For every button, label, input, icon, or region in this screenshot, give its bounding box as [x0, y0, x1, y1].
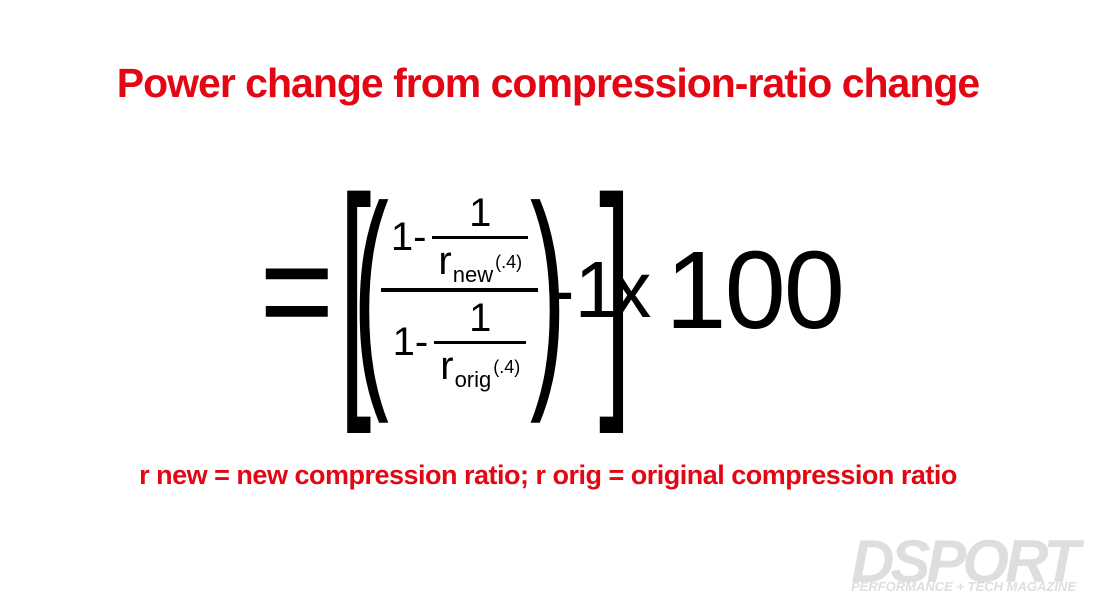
r-exponent: (.4): [493, 357, 520, 378]
denominator-lead: 1-: [393, 320, 429, 365]
main-fraction-denominator: 1- 1 r orig (.4): [383, 292, 537, 393]
numerator-inner-num: 1: [463, 191, 497, 236]
watermark-sub: PERFORMANCE + TECH MAGAZINE: [851, 582, 1076, 592]
numerator-inner-fraction: 1 r new (.4): [432, 191, 528, 284]
denominator-inner-num: 1: [463, 296, 497, 341]
page-title: Power change from compression-ratio chan…: [0, 60, 1096, 107]
equals-sign: =: [260, 215, 334, 365]
r-subscript-orig: orig: [455, 367, 492, 393]
right-paren: ): [530, 188, 566, 392]
r-base: r: [438, 239, 451, 284]
r-exponent: (.4): [495, 252, 522, 273]
hundred: 100: [665, 227, 843, 354]
main-fraction-numerator: 1- 1 r new (.4): [381, 187, 538, 288]
r-base: r: [440, 344, 453, 389]
r-subscript-new: new: [453, 262, 493, 288]
formula: = [ ( 1- 1 r new (.4): [253, 180, 843, 401]
main-fraction: 1- 1 r new (.4) 1-: [381, 187, 538, 393]
right-bracket: ]: [599, 180, 632, 401]
denominator-inner-fraction: 1 r orig (.4): [434, 296, 526, 389]
left-paren: (: [353, 188, 389, 392]
numerator-inner-den: r new (.4): [432, 239, 528, 284]
numerator-lead: 1-: [391, 215, 427, 260]
formula-container: = [ ( 1- 1 r new (.4): [0, 140, 1096, 440]
denominator-inner-den: r orig (.4): [434, 344, 526, 389]
watermark: DSPORT PERFORMANCE + TECH MAGAZINE: [851, 538, 1076, 592]
legend-text: r new = new compression ratio; r orig = …: [0, 460, 1096, 491]
